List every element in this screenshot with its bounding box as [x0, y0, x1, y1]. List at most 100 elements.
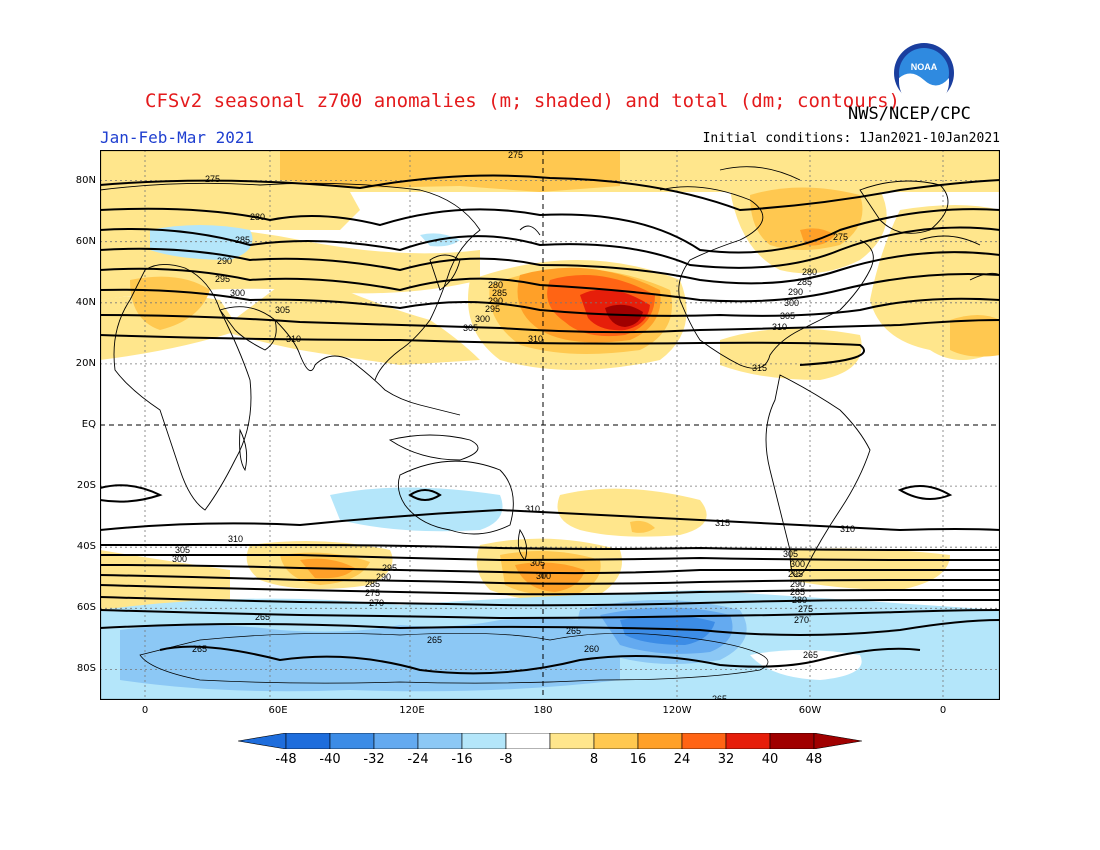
contour-label: 310	[772, 322, 787, 332]
contour-label: 270	[794, 615, 809, 625]
organization-label: NWS/NCEP/CPC	[848, 104, 971, 124]
lon-label: 60E	[268, 705, 288, 716]
contour-label: 265	[712, 694, 727, 700]
colorbar-tick-label: 16	[629, 752, 647, 767]
contour-label: 310	[840, 524, 855, 534]
colorbar-tick-label: -40	[319, 752, 341, 767]
colorbar-swatch	[681, 732, 727, 750]
contour-label: 290	[376, 572, 391, 582]
lon-label: 180	[533, 705, 553, 716]
contour-label: 290	[488, 296, 503, 306]
colorbar-swatch	[285, 732, 331, 750]
contour-label: 310	[525, 504, 540, 514]
contour-label: 285	[492, 288, 507, 298]
contour-label: 285	[790, 587, 805, 597]
colorbar-min-arrow	[237, 732, 287, 750]
lon-label: 120E	[399, 705, 425, 716]
contour-label: 260	[584, 644, 599, 654]
lat-label: 80N	[75, 175, 96, 186]
lat-label: EQ	[81, 419, 96, 430]
colorbar-swatch	[725, 732, 771, 750]
colorbar-swatch	[769, 732, 815, 750]
colorbar-tick-label: 8	[589, 752, 599, 767]
colorbar-tick-label: 32	[717, 752, 735, 767]
contour-label: 290	[790, 579, 805, 589]
colorbar-swatch	[417, 732, 463, 750]
contour-label: 275	[365, 588, 380, 598]
colorbar-swatch	[329, 732, 375, 750]
colorbar-swatch	[637, 732, 683, 750]
contour-label: 315	[715, 518, 730, 528]
contour-label: 300	[536, 571, 551, 581]
colorbar-max-arrow	[813, 732, 863, 750]
contour-label: 265	[255, 612, 270, 622]
colorbar-swatch	[593, 732, 639, 750]
colorbar-tick-label: -16	[451, 752, 473, 767]
contour-label: 290	[217, 256, 232, 266]
contour-label: 300	[784, 298, 799, 308]
colorbar-tick-label: 24	[673, 752, 691, 767]
lon-label: 0	[939, 705, 947, 716]
map-frame	[100, 150, 1000, 700]
positive-anomaly-shading	[100, 150, 1000, 613]
contour-label: 295	[485, 304, 500, 314]
height-contours	[100, 174, 1000, 675]
contour-label: 285	[365, 579, 380, 589]
contour-label: 305	[783, 549, 798, 559]
contour-label: 300	[790, 559, 805, 569]
contour-label: 295	[382, 563, 397, 573]
colorbar-tick-label: -8	[499, 752, 513, 767]
colorbar-swatch	[461, 732, 507, 750]
contour-label: 300	[230, 288, 245, 298]
contour-label: 265	[427, 635, 442, 645]
contour-label: 275	[833, 232, 848, 242]
contour-label: 280	[792, 595, 807, 605]
coastlines	[100, 166, 1000, 684]
contour-label: 305	[175, 545, 190, 555]
contour-labels: 275 280 285 290 295 300 305 310 310 280 …	[172, 150, 855, 700]
contour-label: 310	[528, 334, 543, 344]
colorbar-swatch	[549, 732, 595, 750]
colorbar-tick-label: -24	[407, 752, 429, 767]
logo-text: NOAA	[911, 62, 938, 72]
reference-lines	[100, 150, 1000, 700]
lat-label: 20S	[76, 480, 96, 491]
contour-label: 305	[275, 305, 290, 315]
colorbar-tick-label: -32	[363, 752, 385, 767]
contour-label: 305	[530, 558, 545, 568]
contour-label: 275	[205, 174, 220, 184]
lat-label: 40S	[76, 541, 96, 552]
contour-label: 270	[369, 598, 384, 608]
contour-label: 280	[802, 267, 817, 277]
lon-label: 120W	[662, 705, 692, 716]
contour-label: 305	[463, 323, 478, 333]
noaa-logo: NOAA	[893, 42, 955, 107]
initial-conditions: Initial conditions: 1Jan2021-10Jan2021	[702, 131, 1000, 146]
colorbar-tick-label: -48	[275, 752, 297, 767]
lat-label: 20N	[75, 358, 96, 369]
contour-label: 295	[788, 569, 803, 579]
contour-label: 285	[797, 277, 812, 287]
colorbar-swatch	[505, 732, 551, 750]
anomaly-map: 275 280 285 290 295 300 305 310 310 280 …	[100, 150, 1000, 700]
colorbar-tick-label: 48	[805, 752, 823, 767]
map-panel: 275 280 285 290 295 300 305 310 310 280 …	[100, 150, 1000, 700]
lat-label: 40N	[75, 297, 96, 308]
contour-label: 300	[172, 554, 187, 564]
contour-label: 310	[286, 334, 301, 344]
lat-label: 80S	[76, 663, 96, 674]
lat-label: 60N	[75, 236, 96, 247]
contour-label: 305	[780, 311, 795, 321]
contour-label: 265	[192, 644, 207, 654]
contour-label: 300	[475, 314, 490, 324]
colorbar	[237, 732, 863, 750]
contour-label: 290	[788, 287, 803, 297]
lat-label: 60S	[76, 602, 96, 613]
colorbar-swatch	[373, 732, 419, 750]
colorbar-graphic	[237, 732, 863, 750]
contour-label: 275	[508, 150, 523, 160]
lon-label: 60W	[798, 705, 822, 716]
forecast-period: Jan-Feb-Mar 2021	[100, 128, 255, 147]
contour-label: 285	[235, 235, 250, 245]
contour-label: 295	[215, 274, 230, 284]
